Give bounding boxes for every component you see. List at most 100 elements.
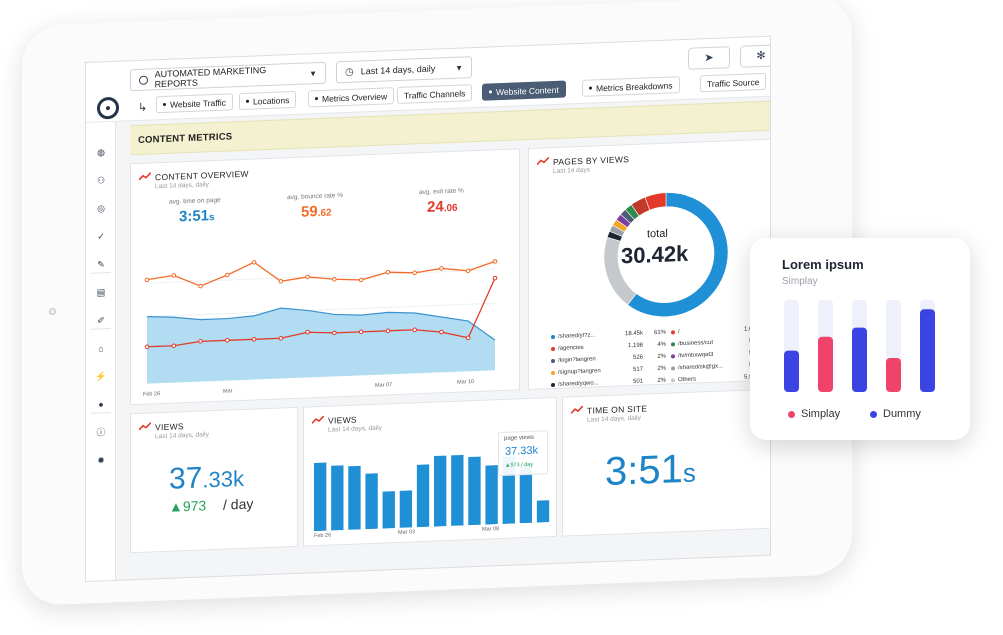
date-range-dropdown[interactable]: ◷ Last 14 days, daily ▼ xyxy=(336,56,472,84)
stat-bounce-rate: 59.62 xyxy=(301,203,332,221)
data-point xyxy=(171,273,177,278)
bar xyxy=(536,500,550,523)
tab-traffic-source[interactable]: Traffic Source xyxy=(700,72,767,93)
data-point xyxy=(492,275,498,281)
legend-page: /shared/yl?z... xyxy=(558,332,596,340)
sidebar-divider xyxy=(91,412,111,414)
legend-swatch xyxy=(671,366,675,371)
legend-value: 501 xyxy=(632,378,643,385)
time-on-site-main: 3:51 xyxy=(605,447,683,495)
stat-value: 59 xyxy=(301,203,318,221)
stat-unit: .06 xyxy=(443,202,458,215)
legend-page: Others xyxy=(678,376,697,384)
pencil-icon[interactable]: ✐ xyxy=(97,315,105,326)
trend-icon xyxy=(312,415,324,424)
check-icon[interactable]: ✓ xyxy=(97,231,105,242)
tab-label: Website Traffic xyxy=(170,97,226,110)
bank-icon[interactable]: ⌂ xyxy=(98,343,104,354)
tab-label: Metrics Overview xyxy=(322,90,388,104)
data-point xyxy=(251,259,257,265)
pages-donut-chart xyxy=(603,192,729,318)
plug-icon[interactable]: ⚡ xyxy=(95,371,107,382)
data-point xyxy=(171,343,177,349)
legend-page: /agencies xyxy=(558,344,584,352)
clock-icon: ◷ xyxy=(345,66,354,78)
report-dropdown[interactable]: AUTOMATED MARKETING REPORTS ▼ xyxy=(130,61,326,92)
lorem-ipsum-card: Lorem ipsum Simplay Simplay Dummy xyxy=(750,238,970,440)
sidebar: ◍ ⚇ ◎ ✓ ✎ ▤ ✐ ⌂ ⚡ ● ⓘ ✹ xyxy=(86,121,116,582)
legend-percent: 2% xyxy=(657,377,666,385)
tab-traffic-channels[interactable]: Traffic Channels xyxy=(397,84,473,105)
x-tick-label: Mar 10 xyxy=(457,379,475,386)
x-tick-label: Mar 07 xyxy=(375,382,393,389)
data-point xyxy=(305,274,310,280)
card-title: CONTENT OVERVIEW xyxy=(155,168,249,183)
x-tick-label: Feb 26 xyxy=(143,391,161,398)
tab-label: Website Content xyxy=(496,84,559,97)
stat-label-time-on-page: avg. time on page xyxy=(169,196,221,206)
tab-locations[interactable]: Locations xyxy=(239,90,297,111)
users-icon[interactable]: ⚇ xyxy=(96,175,106,186)
data-point xyxy=(385,269,391,275)
settings-button[interactable]: ✻ xyxy=(740,44,771,68)
tab-bullet-icon xyxy=(315,97,318,101)
card-title: VIEWS xyxy=(328,414,357,426)
data-point xyxy=(439,329,444,335)
card-subtitle: Last 14 days, daily xyxy=(328,424,382,434)
legend-percent: 61% xyxy=(653,329,666,337)
user-icon[interactable]: ● xyxy=(98,399,104,410)
legend-label: Dummy xyxy=(883,408,921,420)
legend-swatch xyxy=(671,330,675,335)
tab-metrics-overview[interactable]: Metrics Overview xyxy=(308,87,395,108)
subnav-arrow-icon: ↳ xyxy=(138,101,148,114)
tooltip-delta: ▲973 / day xyxy=(505,461,534,469)
card-title: PAGES BY VIEWS xyxy=(553,154,630,168)
legend-swatch xyxy=(551,346,555,352)
tab-website-traffic[interactable]: Website Traffic xyxy=(156,93,233,114)
info-icon[interactable]: ⓘ xyxy=(96,427,106,438)
legend-swatch xyxy=(788,410,795,418)
globe-icon[interactable]: ◍ xyxy=(97,147,105,158)
overlay-bar-chart xyxy=(784,300,935,392)
stat-unit: s xyxy=(209,212,215,224)
data-point xyxy=(198,339,203,344)
legend-page: / xyxy=(678,329,680,336)
views-value-main: 37 xyxy=(169,461,203,496)
trend-icon xyxy=(139,172,151,181)
data-point xyxy=(332,330,337,336)
data-point xyxy=(358,329,364,335)
data-point xyxy=(278,335,284,341)
donut-slice xyxy=(644,192,667,211)
bar xyxy=(818,336,833,392)
data-point xyxy=(305,329,310,335)
bar xyxy=(416,464,430,528)
chevron-down-icon: ▼ xyxy=(455,62,463,73)
trend-icon xyxy=(139,422,151,431)
stat-label-bounce-rate: avg. bounce rate % xyxy=(287,192,344,202)
data-point xyxy=(492,259,498,264)
data-point xyxy=(144,344,150,350)
target-icon[interactable]: ◎ xyxy=(97,203,105,214)
data-point xyxy=(412,327,417,333)
data-point xyxy=(225,272,230,278)
legend-value: 18.45k xyxy=(624,330,643,338)
legend-row: /signup?langren 517 2% xyxy=(551,366,666,376)
gear-icon[interactable]: ✹ xyxy=(97,455,105,466)
data-point xyxy=(198,283,203,289)
clipboard-icon[interactable]: ▤ xyxy=(96,287,106,298)
legend-page: /tv/mbxwqat3 xyxy=(678,351,714,360)
stat-exit-rate: 24.06 xyxy=(427,198,458,216)
tab-bullet-icon xyxy=(246,99,249,103)
bar xyxy=(314,462,327,532)
gridline xyxy=(147,302,495,318)
pin-icon[interactable]: ✎ xyxy=(97,259,105,270)
bar xyxy=(382,491,395,529)
share-button[interactable]: ➤ xyxy=(688,46,730,70)
tab-website-content[interactable]: Website Content xyxy=(482,80,566,101)
tab-bullet-icon xyxy=(489,90,492,94)
tab-metrics-breakdowns[interactable]: Metrics Breakdowns xyxy=(582,76,680,97)
legend-swatch xyxy=(551,358,555,364)
data-point xyxy=(251,337,257,342)
trend-icon xyxy=(537,157,549,166)
content-overview-line-chart xyxy=(144,259,498,384)
